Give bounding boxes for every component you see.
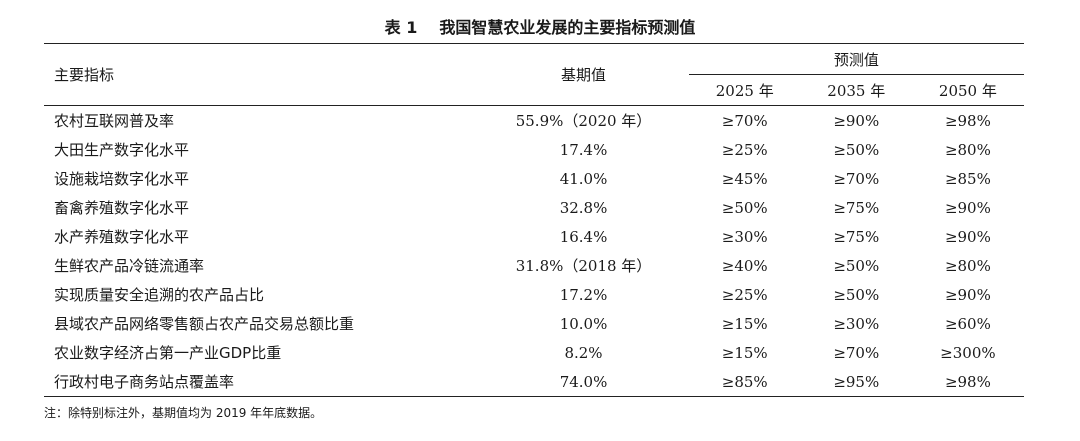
header-year-2050: 2050 年 [911,74,1024,106]
value-2050-cell: ≥300% [940,343,996,362]
table-row: 畜禽养殖数字化水平 32.8% ≥50% ≥75% ≥90% [44,193,1024,222]
base-cell: 16.4% [559,227,608,246]
base-cell: 32.8% [559,198,608,217]
table-row: 大田生产数字化水平 17.4% ≥25% ≥50% ≥80% [44,135,1024,164]
header-year-2025: 2025 年 [688,74,801,106]
base-cell: 55.9%（2020 年） [515,112,652,130]
table-row: 县域农产品网络零售额占农产品交易总额比重 10.0% ≥15% ≥30% ≥60% [44,309,1024,338]
table-row: 行政村电子商务站点覆盖率 74.0% ≥85% ≥95% ≥98% [44,367,1024,397]
value-2025-cell: ≥15% [721,314,768,333]
table-title: 我国智慧农业发展的主要指标预测值 [439,18,696,37]
value-2050-cell: ≥98% [944,111,991,130]
value-2035-cell: ≥30% [833,314,880,333]
value-2025-cell: ≥50% [721,198,768,217]
table-row: 设施栽培数字化水平 41.0% ≥45% ≥70% ≥85% [44,164,1024,193]
table-row: 农业数字经济占第一产业GDP比重 8.2% ≥15% ≥70% ≥300% [44,338,1024,367]
table-row: 农村互联网普及率 55.9%（2020 年） ≥70% ≥90% ≥98% [44,106,1024,136]
indicator-cell: 畜禽养殖数字化水平 [54,199,190,217]
value-2035-cell: ≥50% [833,140,880,159]
value-2050-cell: ≥80% [944,256,991,275]
indicator-cell: 农业数字经济占第一产业GDP比重 [54,344,282,362]
table-row: 实现质量安全追溯的农产品占比 17.2% ≥25% ≥50% ≥90% [44,280,1024,309]
table-row: 水产养殖数字化水平 16.4% ≥30% ≥75% ≥90% [44,222,1024,251]
value-2050-cell: ≥90% [944,198,991,217]
indicator-cell: 大田生产数字化水平 [54,141,190,159]
base-cell: 41.0% [559,169,608,188]
base-cell: 17.2% [559,285,608,304]
indicator-cell: 农村互联网普及率 [54,112,175,130]
value-2025-cell: ≥45% [721,169,768,188]
value-2035-cell: ≥50% [833,256,880,275]
value-2035-cell: ≥70% [833,343,880,362]
value-2025-cell: ≥30% [721,227,768,246]
value-2050-cell: ≥90% [944,285,991,304]
base-cell: 17.4% [559,140,608,159]
base-cell: 8.2% [564,343,603,362]
value-2050-cell: ≥98% [911,367,1024,397]
value-2050-cell: ≥60% [944,314,991,333]
value-2050-cell: ≥85% [944,169,991,188]
header-indicator: 主要指标 [44,43,479,106]
base-cell: 10.0% [559,314,608,333]
header-forecast: 预测值 [688,43,1024,75]
forecast-table: 主要指标 基期值 预测值 2025 年 2035 年 2050 年 农村互联网普… [44,43,1024,397]
table-number: 表 1 [384,18,418,37]
value-2025-cell: ≥25% [721,285,768,304]
indicator-cell: 生鲜农产品冷链流通率 [54,257,205,275]
value-2025-cell: ≥85% [688,367,801,397]
indicator-cell: 水产养殖数字化水平 [54,228,190,246]
value-2035-cell: ≥95% [800,367,912,397]
value-2035-cell: ≥75% [833,198,880,217]
value-2025-cell: ≥70% [721,111,768,130]
table-row: 生鲜农产品冷链流通率 31.8%（2018 年） ≥40% ≥50% ≥80% [44,251,1024,280]
indicator-cell: 设施栽培数字化水平 [54,170,190,188]
value-2035-cell: ≥75% [833,227,880,246]
value-2035-cell: ≥50% [833,285,880,304]
base-cell: 74.0% [478,367,689,397]
indicator-cell: 县域农产品网络零售额占农产品交易总额比重 [54,315,355,333]
value-2025-cell: ≥25% [721,140,768,159]
header-year-2035: 2035 年 [800,74,912,106]
value-2050-cell: ≥80% [944,140,991,159]
indicator-cell: 行政村电子商务站点覆盖率 [44,367,479,397]
table-caption: 表 1 我国智慧农业发展的主要指标预测值 [0,14,1080,38]
value-2035-cell: ≥70% [833,169,880,188]
value-2050-cell: ≥90% [944,227,991,246]
base-cell: 31.8%（2018 年） [515,257,652,275]
value-2025-cell: ≥15% [721,343,768,362]
value-2025-cell: ≥40% [721,256,768,275]
header-base: 基期值 [478,43,689,106]
indicator-cell: 实现质量安全追溯的农产品占比 [54,286,265,304]
table-footnote: 注：除特别标注外，基期值均为 2019 年年底数据。 [44,406,323,420]
value-2035-cell: ≥90% [833,111,880,130]
